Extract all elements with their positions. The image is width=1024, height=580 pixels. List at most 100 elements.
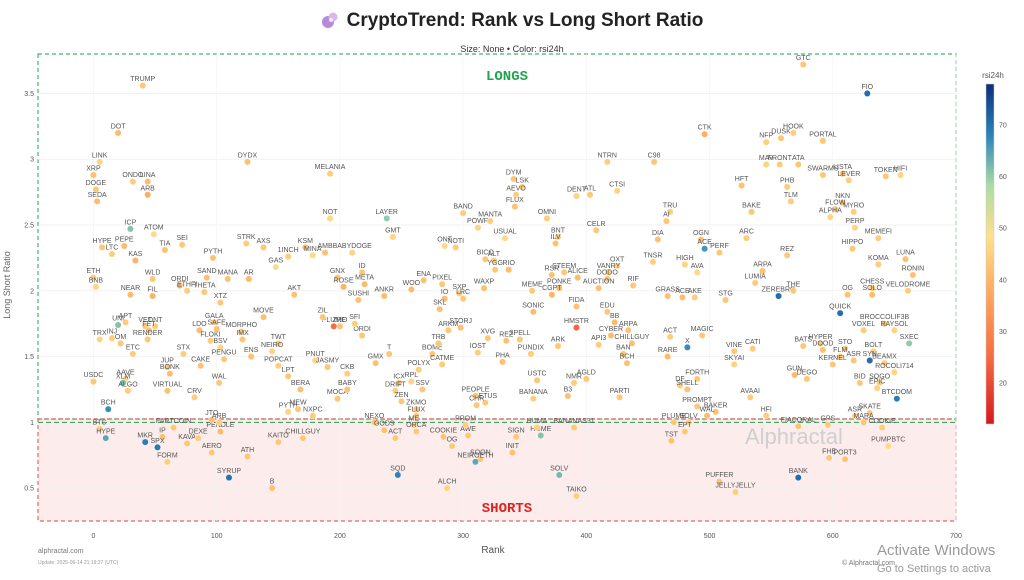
data-point-label: OGN (693, 230, 709, 237)
data-point (131, 257, 139, 264)
data-point (783, 183, 791, 191)
data-point (117, 340, 124, 347)
x-tick-label: 0 (91, 533, 95, 540)
data-point-label: NEAR (121, 285, 140, 292)
data-point (242, 240, 250, 247)
data-point-label: GODS (374, 421, 395, 428)
data-point-label: TRX (93, 330, 107, 337)
data-point-label: C98 (648, 152, 661, 159)
data-point (882, 172, 890, 180)
data-point (712, 408, 720, 416)
data-point-label: AUCTION (583, 279, 615, 286)
data-point (412, 412, 420, 420)
data-point-label: CTSI (609, 181, 625, 188)
data-point (150, 230, 158, 238)
data-point-label: COOKIE (430, 427, 458, 434)
data-point (730, 347, 738, 355)
data-point-label: PARTI (610, 388, 630, 395)
data-point (215, 418, 223, 426)
data-point (474, 349, 482, 357)
data-point-label: ORDI (171, 276, 189, 283)
data-point-label: AKE (688, 288, 702, 295)
data-point-label: BSV (213, 338, 227, 345)
data-point-label: VINE (726, 342, 743, 349)
data-point-label: EPIC (869, 379, 885, 386)
colorbar (985, 83, 995, 425)
data-point (878, 424, 886, 431)
colorbar-tick-label: 40 (999, 277, 1007, 284)
colorbar-label: rsi24h (982, 71, 1004, 80)
data-point (850, 357, 858, 364)
data-point-label: BTC (93, 419, 107, 426)
data-point-label: ROSE (334, 277, 354, 284)
data-point-label: META (355, 275, 374, 282)
data-point-label: DENT (567, 187, 587, 194)
data-point-label: SWARMS (807, 166, 839, 173)
data-point (777, 134, 785, 142)
data-point-label: CYBER (599, 326, 623, 333)
data-point-label: HOME (530, 426, 551, 433)
data-point-label: JASMY (316, 358, 340, 365)
data-point-label: WLD (145, 269, 161, 276)
data-point (114, 129, 122, 137)
data-point (294, 405, 302, 413)
data-point-label: AERO (202, 443, 222, 450)
data-point (890, 368, 898, 376)
data-point (666, 333, 674, 341)
data-point (881, 359, 888, 367)
data-point (380, 292, 388, 300)
data-point-label: ACE (675, 288, 690, 295)
data-point-label: AMB (318, 243, 334, 250)
data-point-label: SYRUP (217, 468, 241, 475)
data-point (664, 292, 672, 300)
data-point-label: PERP (845, 218, 864, 225)
data-point-label: INJ (107, 329, 118, 336)
data-point (244, 453, 251, 460)
data-point (716, 249, 723, 257)
data-point-label: THETA (193, 283, 216, 290)
data-point-label: ATOM (144, 225, 164, 232)
data-point-label: SKL (433, 300, 446, 307)
data-point (693, 268, 701, 276)
data-point-label: XTZ (214, 293, 228, 300)
data-point (481, 399, 489, 407)
data-point-label: MOVE (253, 308, 274, 315)
data-point (616, 393, 624, 401)
data-point-label: SXP (452, 284, 466, 291)
footer-source: alphractal.com (38, 548, 84, 555)
data-point (905, 340, 913, 347)
data-point-label: BAKE (742, 202, 761, 209)
data-points: TRUMPDOTLINKXRPONDOLINADOGEARBSEDADYDXME… (84, 55, 931, 500)
data-point-label: AXS (256, 238, 270, 245)
data-point (120, 242, 128, 250)
data-point-label: AVA (691, 263, 704, 270)
data-point-label: CRV (187, 388, 202, 395)
data-point (874, 261, 882, 268)
data-point-label: MINA (304, 246, 322, 253)
data-point-label: DIA (652, 230, 664, 237)
data-point-label: TWT (271, 334, 287, 341)
data-point (831, 205, 839, 213)
data-point (629, 282, 637, 289)
data-point-label: VET (138, 317, 152, 324)
data-point-label: PNUT (306, 351, 326, 358)
data-point-label: BOLT (865, 342, 883, 349)
data-point (512, 191, 520, 199)
data-point-label: IP (159, 427, 166, 434)
data-point (166, 370, 174, 378)
data-point (260, 313, 267, 321)
data-point-label: BB (610, 313, 620, 320)
data-point-label: SOLV (680, 413, 698, 420)
data-point-label: NEXO (364, 413, 384, 420)
data-point (380, 426, 388, 434)
data-point (902, 255, 909, 263)
data-point (343, 370, 351, 378)
data-point-label: NTRN (598, 152, 617, 159)
data-point-label: VOXEL (852, 321, 875, 328)
data-point-label: SONIC (522, 302, 544, 309)
activate-windows-title: Activate Windows (877, 542, 996, 559)
data-point-label: QUICK (829, 304, 852, 311)
data-point-label: TRU (663, 202, 677, 209)
data-point-label: SKATE (859, 404, 882, 411)
